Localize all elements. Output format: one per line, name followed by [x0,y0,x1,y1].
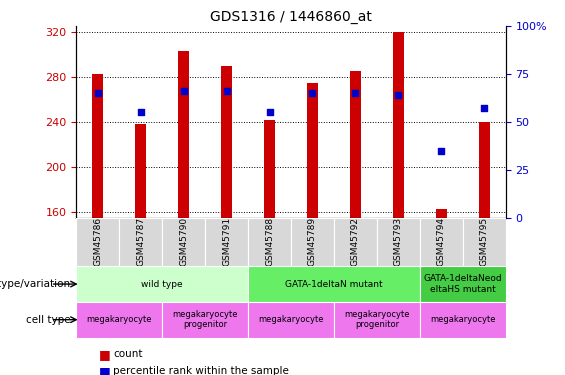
Point [437,147,446,154]
Text: megakaryocyte
progenitor: megakaryocyte progenitor [344,310,410,329]
Text: GSM45789: GSM45789 [308,217,317,266]
Title: GDS1316 / 1446860_at: GDS1316 / 1446860_at [210,10,372,24]
FancyBboxPatch shape [420,217,463,266]
FancyBboxPatch shape [76,266,248,302]
Text: megakaryocyte: megakaryocyte [86,315,152,324]
FancyBboxPatch shape [205,217,248,266]
Text: GSM45793: GSM45793 [394,217,403,266]
FancyBboxPatch shape [420,266,506,302]
Bar [393,32,403,217]
Bar [93,74,103,217]
FancyBboxPatch shape [248,302,334,338]
Text: megakaryocyte: megakaryocyte [258,315,324,324]
Bar [307,82,318,218]
Text: megakaryocyte: megakaryocyte [430,315,496,324]
Text: ■: ■ [99,348,111,361]
Bar [264,120,275,218]
FancyBboxPatch shape [334,217,377,266]
Text: GSM45791: GSM45791 [222,217,231,266]
FancyBboxPatch shape [162,302,248,338]
FancyBboxPatch shape [334,302,420,338]
Text: percentile rank within the sample: percentile rank within the sample [113,366,289,375]
Bar [221,66,232,218]
Text: megakaryocyte
progenitor: megakaryocyte progenitor [172,310,238,329]
Bar [179,51,189,217]
Text: ■: ■ [99,365,111,375]
Point [394,92,403,98]
Bar [436,209,446,218]
FancyBboxPatch shape [76,302,162,338]
FancyBboxPatch shape [248,217,291,266]
Bar [479,122,489,218]
Bar [136,124,146,218]
Text: GATA-1deltaN mutant: GATA-1deltaN mutant [285,280,383,289]
Text: GSM45790: GSM45790 [179,217,188,266]
FancyBboxPatch shape [291,217,334,266]
Text: GSM45795: GSM45795 [480,217,489,266]
Text: GSM45794: GSM45794 [437,217,446,266]
Text: GATA-1deltaNeod
eltaHS mutant: GATA-1deltaNeod eltaHS mutant [423,274,502,294]
Point [480,105,489,111]
Text: count: count [113,350,142,359]
Point [93,90,102,96]
Point [308,90,317,96]
FancyBboxPatch shape [420,302,506,338]
Bar [350,71,360,217]
Point [265,110,274,116]
FancyBboxPatch shape [119,217,162,266]
Text: cell type: cell type [26,315,71,325]
Point [222,88,231,94]
Text: GSM45788: GSM45788 [265,217,274,266]
Point [136,110,145,116]
Point [179,88,188,94]
Point [351,90,360,96]
Text: GSM45786: GSM45786 [93,217,102,266]
FancyBboxPatch shape [248,266,420,302]
Text: GSM45792: GSM45792 [351,217,360,266]
FancyBboxPatch shape [463,217,506,266]
FancyBboxPatch shape [377,217,420,266]
Text: wild type: wild type [141,280,183,289]
FancyBboxPatch shape [162,217,205,266]
FancyBboxPatch shape [76,217,119,266]
Text: GSM45787: GSM45787 [136,217,145,266]
Text: genotype/variation: genotype/variation [0,279,71,289]
